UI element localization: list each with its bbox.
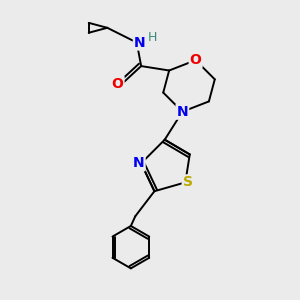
Text: O: O	[190, 53, 202, 67]
Text: N: N	[177, 105, 188, 119]
Text: S: S	[183, 176, 193, 189]
Text: N: N	[134, 35, 146, 50]
Text: O: O	[112, 77, 124, 91]
Text: H: H	[147, 31, 157, 44]
Text: N: N	[133, 156, 145, 170]
